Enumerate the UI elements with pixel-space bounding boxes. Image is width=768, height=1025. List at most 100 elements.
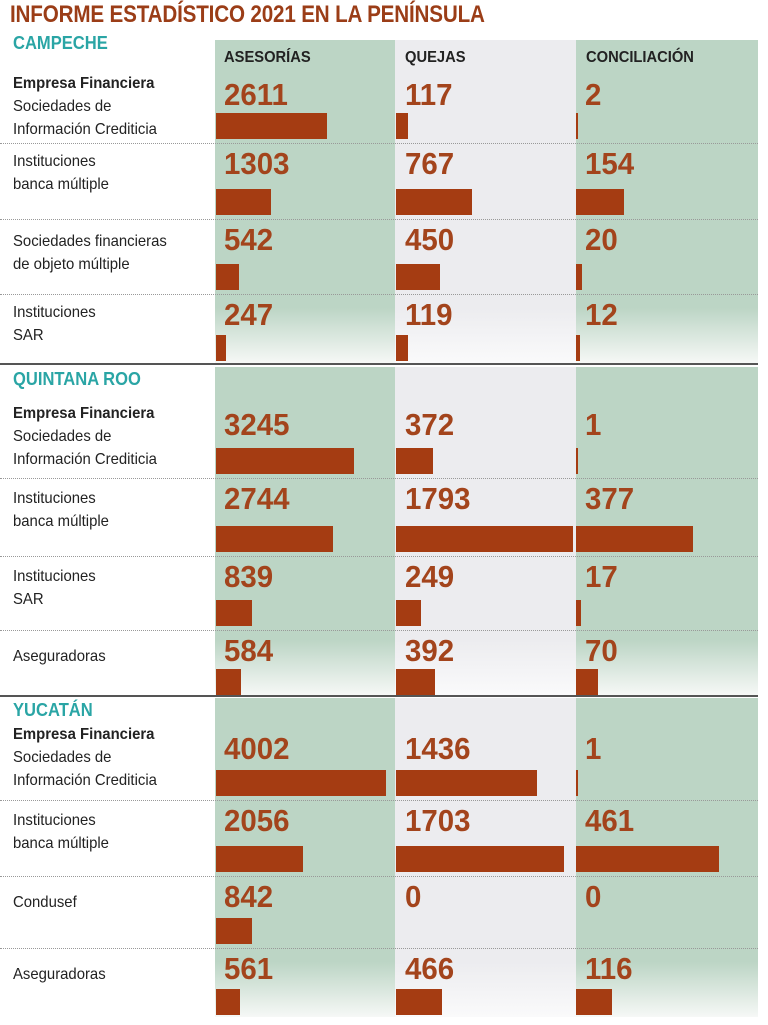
bar-quejas [396,189,472,215]
row-label-line: Instituciones [13,812,96,829]
bar-asesorias [216,846,304,872]
state-section: QUINTANA ROO Empresa Financiera Sociedades… [0,366,758,697]
group-label: Empresa Financiera [13,75,155,92]
value-conciliacion: 20 [585,222,618,257]
row-label: Sociedades financieras de objeto múltiple [13,230,167,276]
value-quejas: 1703 [405,803,471,838]
row-label: Aseguradoras [13,645,106,668]
table-row: Empresa Financiera Sociedades de Informaci… [0,398,758,478]
value-quejas: 392 [405,633,455,668]
column-header-asesorias: ASESORÍAS [224,49,311,66]
bar-asesorias [216,600,252,626]
bar-quejas [396,770,538,796]
row-label-line: de objeto múltiple [13,256,130,273]
bar-quejas [396,264,441,290]
section-rows: Empresa Financiera Sociedades de Informaci… [0,398,758,699]
bar-quejas [396,669,435,695]
value-asesorias: 247 [224,297,274,332]
table-row: Instituciones banca múltiple 2744 1793 377 [0,478,758,556]
bar-conciliacion [576,526,693,552]
row-label-line: Sociedades de [13,98,112,115]
value-quejas: 466 [405,951,455,986]
row-label-line: Información Crediticia [13,121,157,138]
value-asesorias: 2056 [224,803,290,838]
bar-quejas [396,448,433,474]
value-conciliacion: 377 [585,481,635,516]
row-label: Aseguradoras [13,963,106,986]
infographic-title: INFORME ESTADÍSTICO 2021 EN LA PENÍNSULA [10,1,485,28]
row-label-line: SAR [13,327,44,344]
value-asesorias: 1303 [224,146,290,181]
bar-conciliacion [576,600,582,626]
row-label: Empresa Financiera Sociedades de Informaci… [13,402,157,471]
row-label-line: Sociedades de [13,428,112,445]
state-name: YUCATÁN [13,700,93,720]
table-row: Empresa Financiera Sociedades de Informaci… [0,68,758,143]
value-asesorias: 2611 [224,77,288,112]
value-quejas: 249 [405,559,455,594]
value-quejas: 372 [405,407,455,442]
bar-asesorias [216,264,240,290]
row-label: Instituciones SAR [13,565,96,611]
value-asesorias: 2744 [224,481,290,516]
row-label-line: Información Crediticia [13,451,157,468]
value-asesorias: 3245 [224,407,290,442]
row-label-line: banca múltiple [13,835,109,852]
column-header-quejas: QUEJAS [405,49,466,66]
value-asesorias: 561 [224,951,274,986]
value-asesorias: 542 [224,222,274,257]
table-row: Aseguradoras 561 466 116 [0,948,758,1019]
row-label-line: Información Crediticia [13,772,157,789]
row-label-line: Sociedades de [13,749,112,766]
state-name: QUINTANA ROO [13,369,141,389]
table-row: Instituciones SAR 839 249 17 [0,556,758,630]
table-row: Aseguradoras 584 392 70 [0,630,758,699]
value-quejas: 1793 [405,481,471,516]
value-conciliacion: 1 [585,407,602,442]
state-section: YUCATÁN Empresa Financiera Sociedades de In… [0,697,758,1017]
row-label-line: SAR [13,591,44,608]
row-label-line: banca múltiple [13,513,109,530]
value-conciliacion: 70 [585,633,618,668]
bar-conciliacion [576,113,578,139]
row-label-line: Instituciones [13,304,96,321]
row-label-line: banca múltiple [13,176,109,193]
row-label: Condusef [13,891,77,914]
value-conciliacion: 1 [585,731,602,766]
bar-quejas [396,335,408,361]
state-name: CAMPECHE [13,33,108,53]
bar-conciliacion [576,846,719,872]
row-label: Instituciones SAR [13,301,96,347]
value-conciliacion: 2 [585,77,602,112]
row-label-line: Condusef [13,894,77,911]
section-rows: Empresa Financiera Sociedades de Informaci… [0,68,758,365]
bar-asesorias [216,189,272,215]
row-label: Empresa Financiera Sociedades de Informaci… [13,72,157,141]
bar-asesorias [216,448,354,474]
table-row: Instituciones banca múltiple 1303 767 154 [0,143,758,219]
bar-conciliacion [576,669,598,695]
value-quejas: 1436 [405,731,471,766]
value-asesorias: 584 [224,633,274,668]
section-rows: Empresa Financiera Sociedades de Informaci… [0,722,758,1019]
value-quejas: 0 [405,879,422,914]
bar-quejas [396,113,408,139]
row-label: Instituciones banca múltiple [13,150,109,196]
value-quejas: 119 [405,297,453,332]
state-section: CAMPECHE ASESORÍAS QUEJAS CONCILIACIÓN Empre… [0,30,758,365]
bar-asesorias [216,335,227,361]
value-quejas: 117 [405,77,453,112]
row-label-line: Aseguradoras [13,648,106,665]
bar-conciliacion [576,264,583,290]
value-asesorias: 839 [224,559,274,594]
bar-quejas [396,526,573,552]
row-label-line: Sociedades financieras [13,233,167,250]
row-label-line: Aseguradoras [13,966,106,983]
row-label: Instituciones banca múltiple [13,487,109,533]
bar-conciliacion [576,989,612,1015]
bar-conciliacion [576,189,624,215]
bar-asesorias [216,669,241,695]
row-label: Instituciones banca múltiple [13,809,109,855]
row-label: Empresa Financiera Sociedades de Informaci… [13,723,157,792]
row-label-line: Instituciones [13,490,96,507]
